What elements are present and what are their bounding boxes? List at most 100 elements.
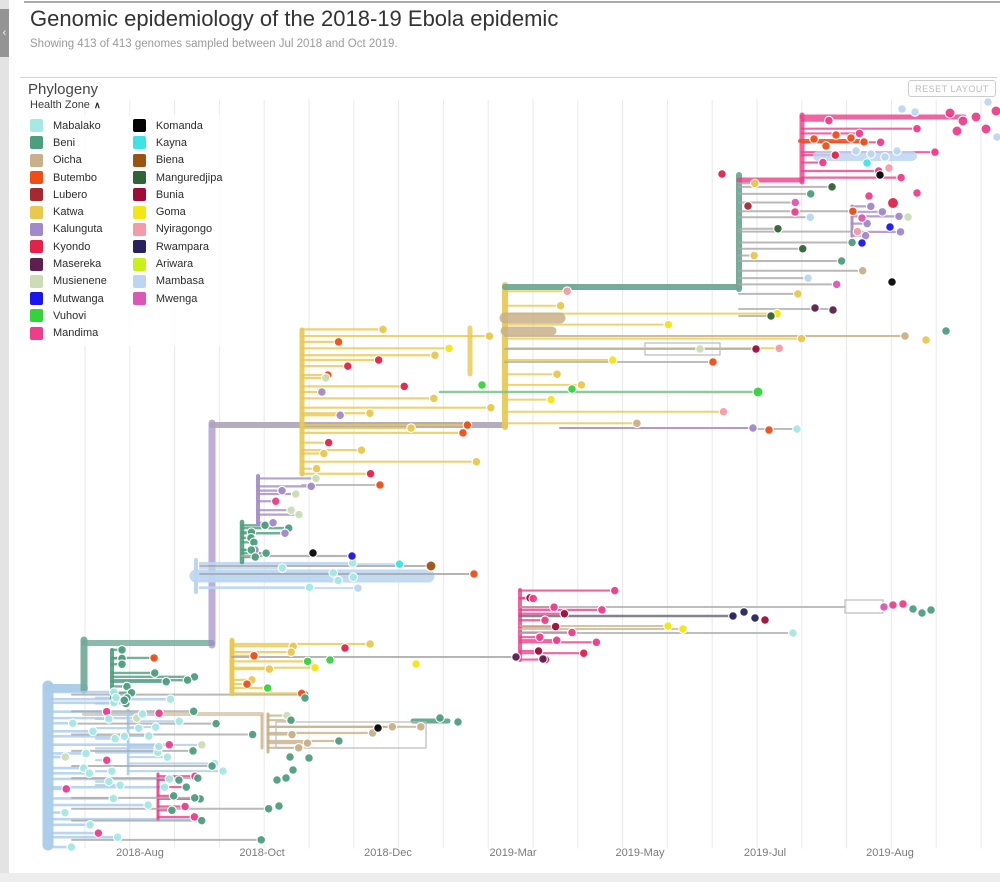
tree-tip[interactable]	[149, 668, 160, 678]
tree-tip[interactable]	[348, 572, 359, 583]
tree-tip[interactable]	[285, 752, 295, 762]
tree-tip[interactable]	[774, 343, 785, 354]
tree-tip[interactable]	[218, 766, 228, 776]
tree-tip[interactable]	[115, 780, 125, 791]
tree-tip[interactable]	[944, 107, 956, 119]
legend-item-mutwanga[interactable]: Mutwanga	[30, 290, 107, 307]
tree-tip[interactable]	[749, 178, 760, 189]
legend-item-mabalako[interactable]: Mabalako	[30, 117, 107, 134]
tree-tip[interactable]	[992, 132, 1000, 142]
tree-tip[interactable]	[830, 150, 841, 160]
tree-tip[interactable]	[342, 361, 353, 371]
tree-tip[interactable]	[951, 125, 963, 137]
tree-tip[interactable]	[280, 528, 290, 539]
tree-tip[interactable]	[435, 713, 445, 723]
legend-item-vuhovi[interactable]: Vuhovi	[30, 307, 107, 324]
tree-tip[interactable]	[340, 643, 350, 653]
tree-tip[interactable]	[281, 773, 291, 783]
tree-tip[interactable]	[406, 423, 416, 433]
tree-tip[interactable]	[511, 652, 521, 662]
tree-tip[interactable]	[260, 520, 270, 531]
tree-tip[interactable]	[886, 196, 900, 210]
tree-tip[interactable]	[365, 468, 376, 479]
tree-tip[interactable]	[181, 782, 192, 792]
legend-item-manguredjipa[interactable]: Manguredjipa	[132, 169, 222, 186]
tree-tip[interactable]	[848, 206, 858, 217]
tree-tip[interactable]	[900, 331, 910, 341]
tree-tip[interactable]	[250, 552, 261, 562]
tree-tip[interactable]	[678, 624, 688, 634]
tree-tip[interactable]	[189, 793, 200, 803]
tree-tip[interactable]	[444, 343, 454, 354]
tree-tip[interactable]	[895, 227, 906, 237]
tree-tip[interactable]	[311, 473, 321, 484]
tree-tip[interactable]	[144, 731, 154, 741]
tree-tip[interactable]	[797, 243, 808, 254]
tree-tip[interactable]	[458, 428, 468, 438]
legend-item-ariwara[interactable]: Ariwara	[132, 255, 223, 272]
tree-tip[interactable]	[263, 803, 274, 814]
tree-tip[interactable]	[117, 659, 127, 670]
tree-tip[interactable]	[462, 420, 473, 430]
legend-item-masereka[interactable]: Masereka	[30, 255, 107, 272]
tree-tip[interactable]	[415, 721, 426, 732]
tree-tip[interactable]	[320, 373, 331, 383]
tree-tip[interactable]	[207, 761, 217, 771]
legend-item-oicha[interactable]: Oicha	[30, 152, 107, 169]
tree-tip[interactable]	[990, 105, 1000, 117]
tree-tip[interactable]	[477, 380, 487, 390]
tree-tip[interactable]	[180, 801, 190, 812]
tree-tip[interactable]	[286, 505, 297, 516]
tree-tip[interactable]	[165, 694, 176, 705]
tree-tip[interactable]	[110, 733, 121, 744]
tree-tip[interactable]	[862, 158, 872, 168]
tree-tip[interactable]	[827, 182, 837, 192]
tree-tip[interactable]	[306, 481, 317, 492]
legend-item-katwa[interactable]: Katwa	[30, 203, 107, 220]
tree-tip[interactable]	[555, 300, 566, 311]
tree-tip[interactable]	[879, 602, 889, 612]
tree-tip[interactable]	[718, 406, 729, 417]
tree-tip[interactable]	[188, 746, 198, 756]
tree-tip[interactable]	[875, 170, 885, 180]
tree-tip[interactable]	[809, 134, 819, 144]
tree-tip[interactable]	[174, 716, 185, 727]
tree-tip[interactable]	[67, 718, 78, 729]
tree-tip[interactable]	[264, 664, 275, 674]
tree-tip[interactable]	[293, 742, 304, 753]
tree-tip[interactable]	[333, 337, 344, 347]
tree-tip[interactable]	[831, 130, 841, 140]
tree-tip[interactable]	[365, 408, 375, 419]
tree-tip[interactable]	[425, 560, 437, 572]
tree-tip[interactable]	[168, 791, 179, 801]
tree-tip[interactable]	[546, 394, 556, 405]
tree-tip[interactable]	[877, 206, 888, 217]
tree-tip[interactable]	[818, 157, 828, 168]
tree-tip[interactable]	[752, 386, 764, 398]
legend-item-beni[interactable]: Beni	[30, 134, 107, 151]
tree-tip[interactable]	[66, 842, 77, 852]
tree-tip[interactable]	[246, 545, 257, 555]
tree-tip[interactable]	[270, 496, 281, 507]
tree-tip[interactable]	[268, 517, 278, 528]
tree-tip[interactable]	[288, 765, 298, 775]
tree-tip[interactable]	[803, 273, 813, 284]
tree-tip[interactable]	[272, 775, 282, 785]
tree-tip[interactable]	[302, 656, 313, 667]
tree-tip[interactable]	[133, 723, 144, 734]
tree-tip[interactable]	[161, 676, 172, 687]
tree-tip[interactable]	[792, 424, 802, 434]
tree-tip[interactable]	[119, 731, 130, 742]
legend-item-goma[interactable]: Goma	[132, 203, 223, 220]
tree-tip[interactable]	[533, 646, 544, 656]
tree-tip[interactable]	[836, 256, 847, 266]
tree-tip[interactable]	[274, 801, 284, 811]
tree-tip[interactable]	[143, 800, 154, 810]
tree-tip[interactable]	[793, 289, 803, 299]
tree-tip[interactable]	[290, 489, 301, 499]
tree-tip[interactable]	[851, 146, 861, 156]
tree-tip[interactable]	[828, 305, 838, 315]
tree-tip[interactable]	[197, 739, 207, 750]
tree-tip[interactable]	[85, 819, 95, 830]
tree-tip[interactable]	[857, 265, 868, 276]
